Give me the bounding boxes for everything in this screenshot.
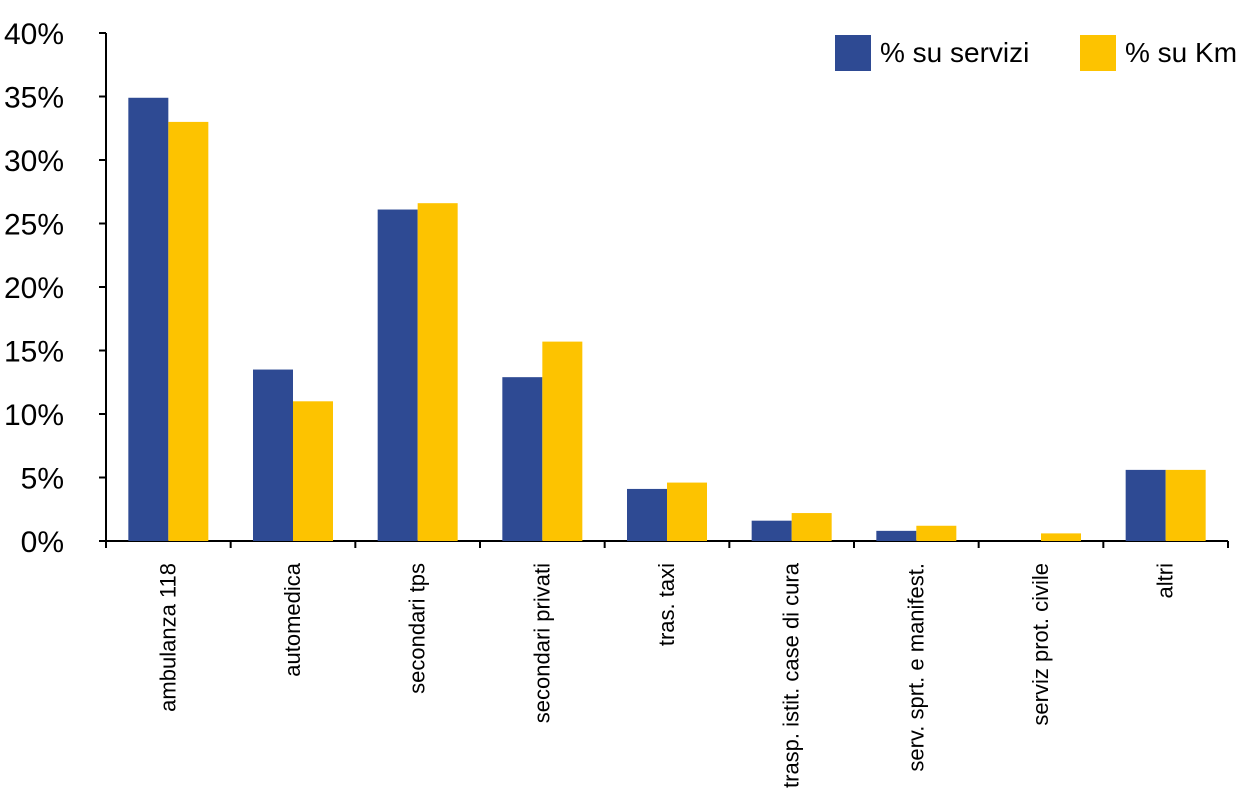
bar-servizi <box>751 520 792 541</box>
legend-label-servizi: % su servizi <box>880 37 1029 68</box>
bar-servizi <box>627 488 667 541</box>
legend: % su servizi % su Km <box>835 35 1237 71</box>
bar-km <box>667 482 707 541</box>
x-category-label: trasp. istit. case di cura <box>779 562 804 788</box>
x-axis <box>105 540 1229 548</box>
bar-km <box>1165 469 1206 541</box>
bar-km <box>791 513 832 541</box>
x-category-label: ambulanza 118 <box>155 563 180 712</box>
x-category-label: secondari tps <box>405 563 430 694</box>
bar-servizi <box>876 530 917 541</box>
legend-label-km: % su Km <box>1125 37 1237 68</box>
legend-swatch-km <box>1080 35 1116 71</box>
x-category-label: secondari privati <box>529 563 554 723</box>
y-tick-label: 35% <box>4 82 64 115</box>
x-category-label: tras. taxi <box>654 563 679 646</box>
bar-servizi <box>128 97 169 542</box>
legend-swatch-servizi <box>835 35 871 71</box>
category-labels: ambulanza 118 automedica secondari tps seco… <box>155 562 1177 788</box>
bar-servizi <box>253 369 293 541</box>
x-category-label: serv. sprt. e manifest. <box>903 563 928 772</box>
bar-km <box>542 341 583 541</box>
y-tick-label: 10% <box>4 399 64 432</box>
y-tick-label: 20% <box>4 272 64 305</box>
bar-km <box>916 525 957 541</box>
y-tick-label: 0% <box>21 526 64 559</box>
y-tick-label: 5% <box>21 463 64 496</box>
x-category-label: automedica <box>280 562 305 677</box>
bar-servizi <box>377 209 418 541</box>
y-tick-label: 30% <box>4 145 64 178</box>
bar-km <box>417 203 458 541</box>
bars <box>128 97 1206 542</box>
bar-km <box>293 401 333 541</box>
x-category-label: serviz prot. civile <box>1028 563 1053 726</box>
bar-servizi <box>1125 469 1166 541</box>
y-tick-label: 40% <box>4 18 64 51</box>
y-axis: 0% 5% 10% 15% 20% 25% 30% 35% 40% <box>4 18 107 559</box>
bar-km <box>1041 533 1081 541</box>
y-tick-label: 15% <box>4 336 64 369</box>
y-tick-label: 25% <box>4 209 64 242</box>
x-category-label: altri <box>1153 563 1178 598</box>
bar-servizi <box>502 377 543 541</box>
bar-km <box>168 121 209 542</box>
